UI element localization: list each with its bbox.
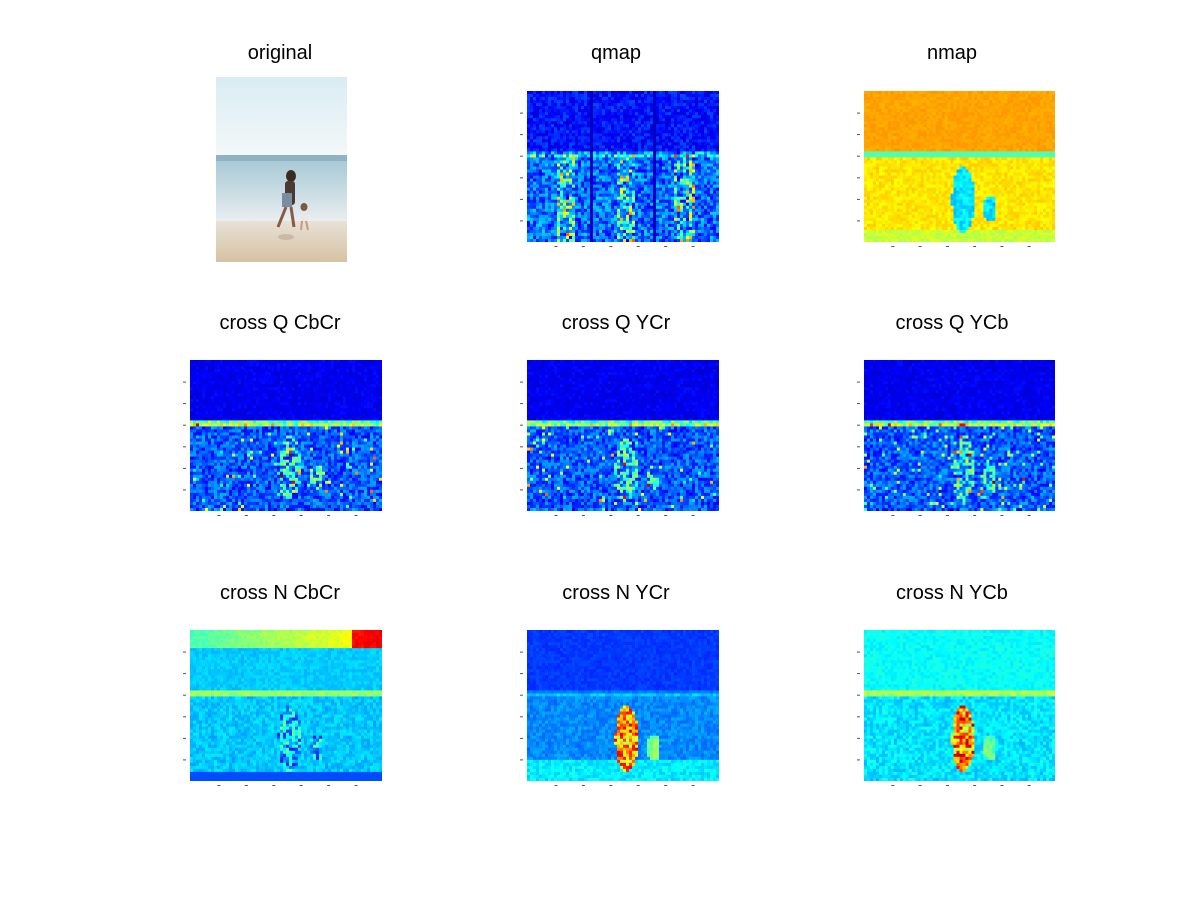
axis-ticks (183, 651, 358, 786)
heatmap-grid (527, 360, 719, 511)
panel-title: cross N YCb (852, 582, 1052, 605)
panel-title: cross N YCr (516, 582, 716, 605)
panel-title: original (180, 42, 380, 65)
panel-cross-n-ycr: cross N YCr (516, 580, 719, 810)
panel-title: qmap (516, 42, 716, 65)
nmap-image (864, 91, 1055, 242)
heatmap-grid (527, 630, 719, 781)
axis-ticks (857, 381, 1031, 516)
panel-title: cross Q CbCr (180, 312, 380, 335)
heatmap-grid (527, 91, 719, 242)
panel-nmap: nmap (852, 40, 1055, 270)
cross-n-ycr-image (527, 630, 719, 781)
axis-ticks (520, 651, 695, 786)
heatmap-grid (190, 630, 382, 781)
panel-title: cross Q YCr (516, 312, 716, 335)
original-photo (216, 77, 347, 262)
cross-n-ycb-image (864, 630, 1055, 781)
heatmap-grid (864, 360, 1055, 511)
cross-n-cbcr-image (190, 630, 382, 781)
heatmap-grid (190, 360, 382, 511)
axis-ticks (183, 381, 358, 516)
panel-title: cross N CbCr (180, 582, 380, 605)
cross-q-ycb-image (864, 360, 1055, 511)
panel-title: cross Q YCb (852, 312, 1052, 335)
panel-cross-n-ycb: cross N YCb (852, 580, 1055, 810)
panel-cross-q-cbcr: cross Q CbCr (180, 310, 382, 540)
axis-ticks (857, 651, 1031, 786)
panel-qmap: qmap (516, 40, 719, 270)
heatmap-grid (864, 91, 1055, 242)
qmap-image (527, 91, 719, 242)
cross-q-cbcr-image (190, 360, 382, 511)
cross-q-ycr-image (527, 360, 719, 511)
axis-ticks (520, 381, 695, 516)
axis-ticks (520, 112, 695, 247)
axis-ticks (857, 112, 1031, 247)
panel-title: nmap (852, 42, 1052, 65)
panel-cross-n-cbcr: cross N CbCr (180, 580, 382, 810)
panel-cross-q-ycr: cross Q YCr (516, 310, 719, 540)
heatmap-grid (864, 630, 1055, 781)
panel-cross-q-ycb: cross Q YCb (852, 310, 1055, 540)
panel-original: original (180, 40, 380, 270)
